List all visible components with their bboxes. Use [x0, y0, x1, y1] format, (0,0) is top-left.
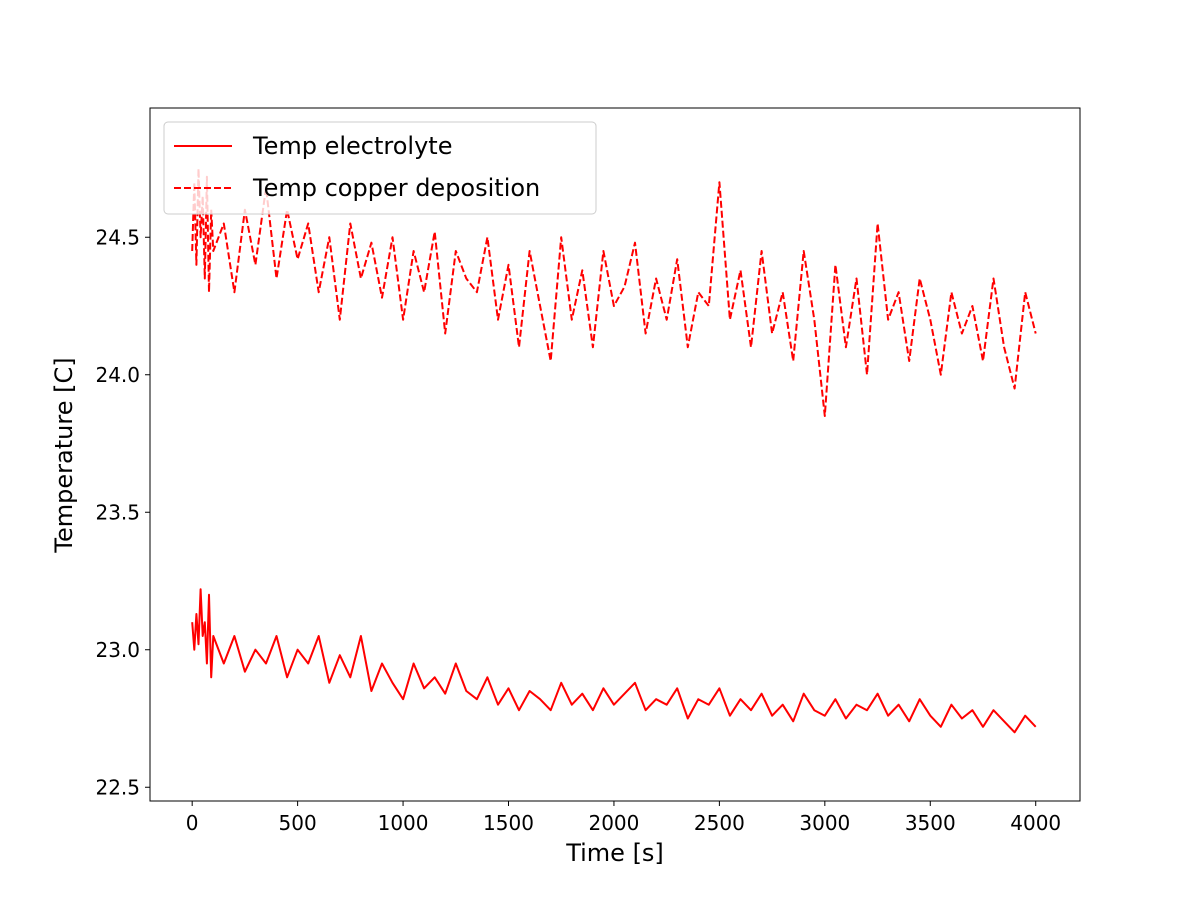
y-axis-label: Temperature [C]: [50, 357, 78, 553]
y-tick-label: 23.5: [95, 500, 140, 524]
y-tick-label: 23.0: [95, 638, 140, 662]
x-tick-label: 1500: [483, 811, 534, 835]
x-tick-label: 2500: [694, 811, 745, 835]
x-tick-label: 4000: [1010, 811, 1061, 835]
x-tick-label: 500: [279, 811, 317, 835]
x-axis: 0 500 1000 1500 2000 2500 3000 3500 4000: [186, 801, 1061, 835]
y-axis: 22.5 23.0 23.5 24.0 24.5: [95, 225, 150, 799]
x-axis-label: Time [s]: [565, 839, 664, 867]
x-tick-label: 1000: [378, 811, 429, 835]
x-tick-label: 3000: [799, 811, 850, 835]
y-tick-label: 24.0: [95, 363, 140, 387]
legend-box: [163, 121, 597, 215]
plot-area-frame: [149, 107, 1081, 802]
y-tick-label: 24.5: [95, 225, 140, 249]
x-tick-label: 0: [186, 811, 199, 835]
x-tick-label: 2000: [588, 811, 639, 835]
legend: Temp electrolyte Temp copper deposition: [163, 121, 597, 215]
y-tick-label: 22.5: [95, 775, 140, 799]
legend-label-electrolyte: Temp electrolyte: [252, 132, 452, 160]
legend-label-copper-deposition: Temp copper deposition: [252, 174, 540, 202]
series-line-electrolyte: [191, 588, 1037, 734]
x-tick-label: 3500: [905, 811, 956, 835]
